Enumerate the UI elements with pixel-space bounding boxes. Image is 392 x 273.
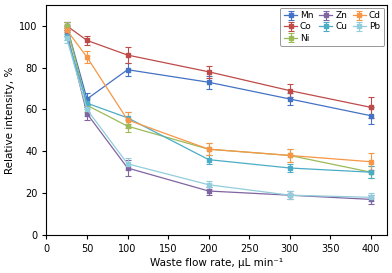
Y-axis label: Relative intensity, %: Relative intensity, % — [5, 66, 15, 174]
Legend: Mn, Co, Ni, Zn, Cu, Cd, Pb: Mn, Co, Ni, Zn, Cu, Cd, Pb — [280, 8, 385, 46]
X-axis label: Waste flow rate, μL min⁻¹: Waste flow rate, μL min⁻¹ — [150, 258, 283, 268]
